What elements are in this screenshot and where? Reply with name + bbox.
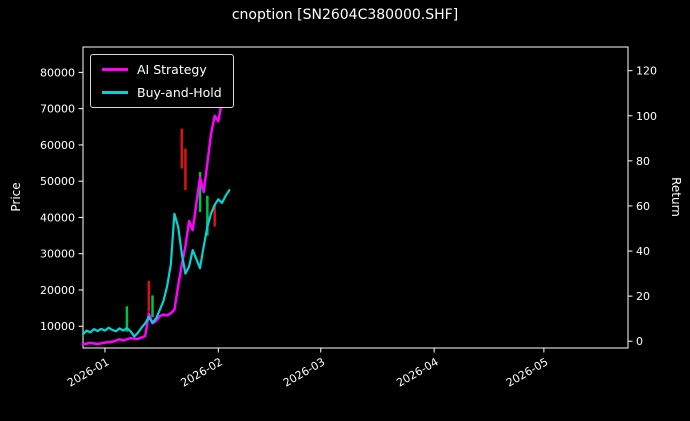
date-axis-tick-label: 2026-04 [394, 355, 440, 389]
price-axis-tick-label: 60000 [40, 139, 75, 152]
candle-up [206, 195, 209, 236]
price-axis-tick-label: 70000 [40, 103, 75, 116]
price-axis-tick-label: 20000 [40, 284, 75, 297]
return-axis-tick-label: 120 [636, 65, 657, 78]
date-axis-tick-label: 2026-02 [179, 355, 225, 389]
date-axis-tick-label: 2026-03 [281, 355, 327, 389]
buy-and-hold-line-swatch [102, 91, 128, 94]
return-axis-tick-label: 40 [636, 245, 650, 258]
date-axis-tick-label: 2026-01 [65, 355, 111, 389]
candle-up [151, 295, 154, 318]
price-axis-tick-label: 10000 [40, 320, 75, 333]
plot-border [82, 46, 629, 349]
legend-label-buy-and-hold: Buy-and-Hold [137, 85, 222, 100]
candle-down [147, 280, 151, 312]
candle-up [198, 172, 202, 213]
date-axis-tick-label: 2026-05 [504, 355, 550, 389]
return-axis-tick-label: 0 [636, 335, 643, 348]
legend-label-ai-strategy: AI Strategy [137, 62, 207, 77]
price-axis-tick-label: 30000 [40, 248, 75, 261]
y-axis-label-price: Price [9, 182, 23, 212]
price-axis-tick-label: 80000 [40, 66, 75, 79]
price-axis-tick-label: 50000 [40, 175, 75, 188]
series-line-buy-and-hold [81, 189, 231, 338]
candle-down [184, 148, 187, 191]
return-axis-tick-label: 80 [636, 155, 650, 168]
candle-down [180, 128, 184, 169]
candle-up [125, 306, 129, 332]
price-axis-tick-label: 40000 [40, 211, 75, 224]
return-axis-tick-label: 20 [636, 290, 650, 303]
candle-down [213, 204, 216, 227]
legend-item-buy-and-hold: Buy-and-Hold [102, 85, 222, 100]
ai-strategy-line-swatch [102, 68, 128, 71]
chart-title: cnoption [SN2604C380000.SHF] [231, 7, 459, 23]
y-axis-label-return: Return [669, 177, 683, 217]
return-axis-tick-label: 60 [636, 200, 650, 213]
legend: AI Strategy Buy-and-Hold [90, 54, 234, 108]
legend-item-ai-strategy: AI Strategy [102, 62, 222, 77]
return-axis-tick-label: 100 [636, 110, 657, 123]
series-line-ai-strategy [81, 78, 227, 346]
